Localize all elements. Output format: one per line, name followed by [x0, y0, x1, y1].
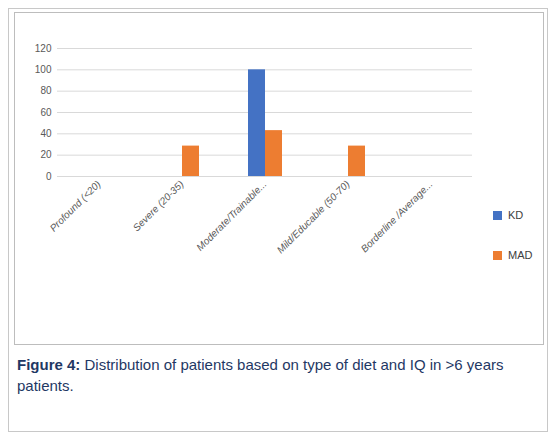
svg-text:Moderate/Trainable...: Moderate/Trainable...	[194, 178, 268, 252]
svg-text:Mild/Educable (50-70): Mild/Educable (50-70)	[275, 178, 352, 255]
html-text:MAD: MAD	[508, 249, 533, 261]
svg-text:Severe (20-35): Severe (20-35)	[131, 178, 186, 233]
svg-text:60: 60	[40, 107, 52, 118]
svg-text:80: 80	[40, 85, 52, 96]
svg-text:100: 100	[35, 64, 52, 75]
svg-text:Borderline /Average...: Borderline /Average...	[359, 178, 435, 254]
svg-text:0: 0	[46, 171, 52, 182]
svg-text:Profound (<20): Profound (<20)	[48, 178, 103, 233]
svg-text:120: 120	[35, 43, 52, 54]
svg-text:40: 40	[40, 128, 52, 139]
svg-text:20: 20	[40, 149, 52, 160]
html-text:KD: KD	[508, 209, 524, 221]
html-text:Figure 4: Distribution of pati: Figure 4: Distribution of patients based…	[17, 356, 504, 394]
